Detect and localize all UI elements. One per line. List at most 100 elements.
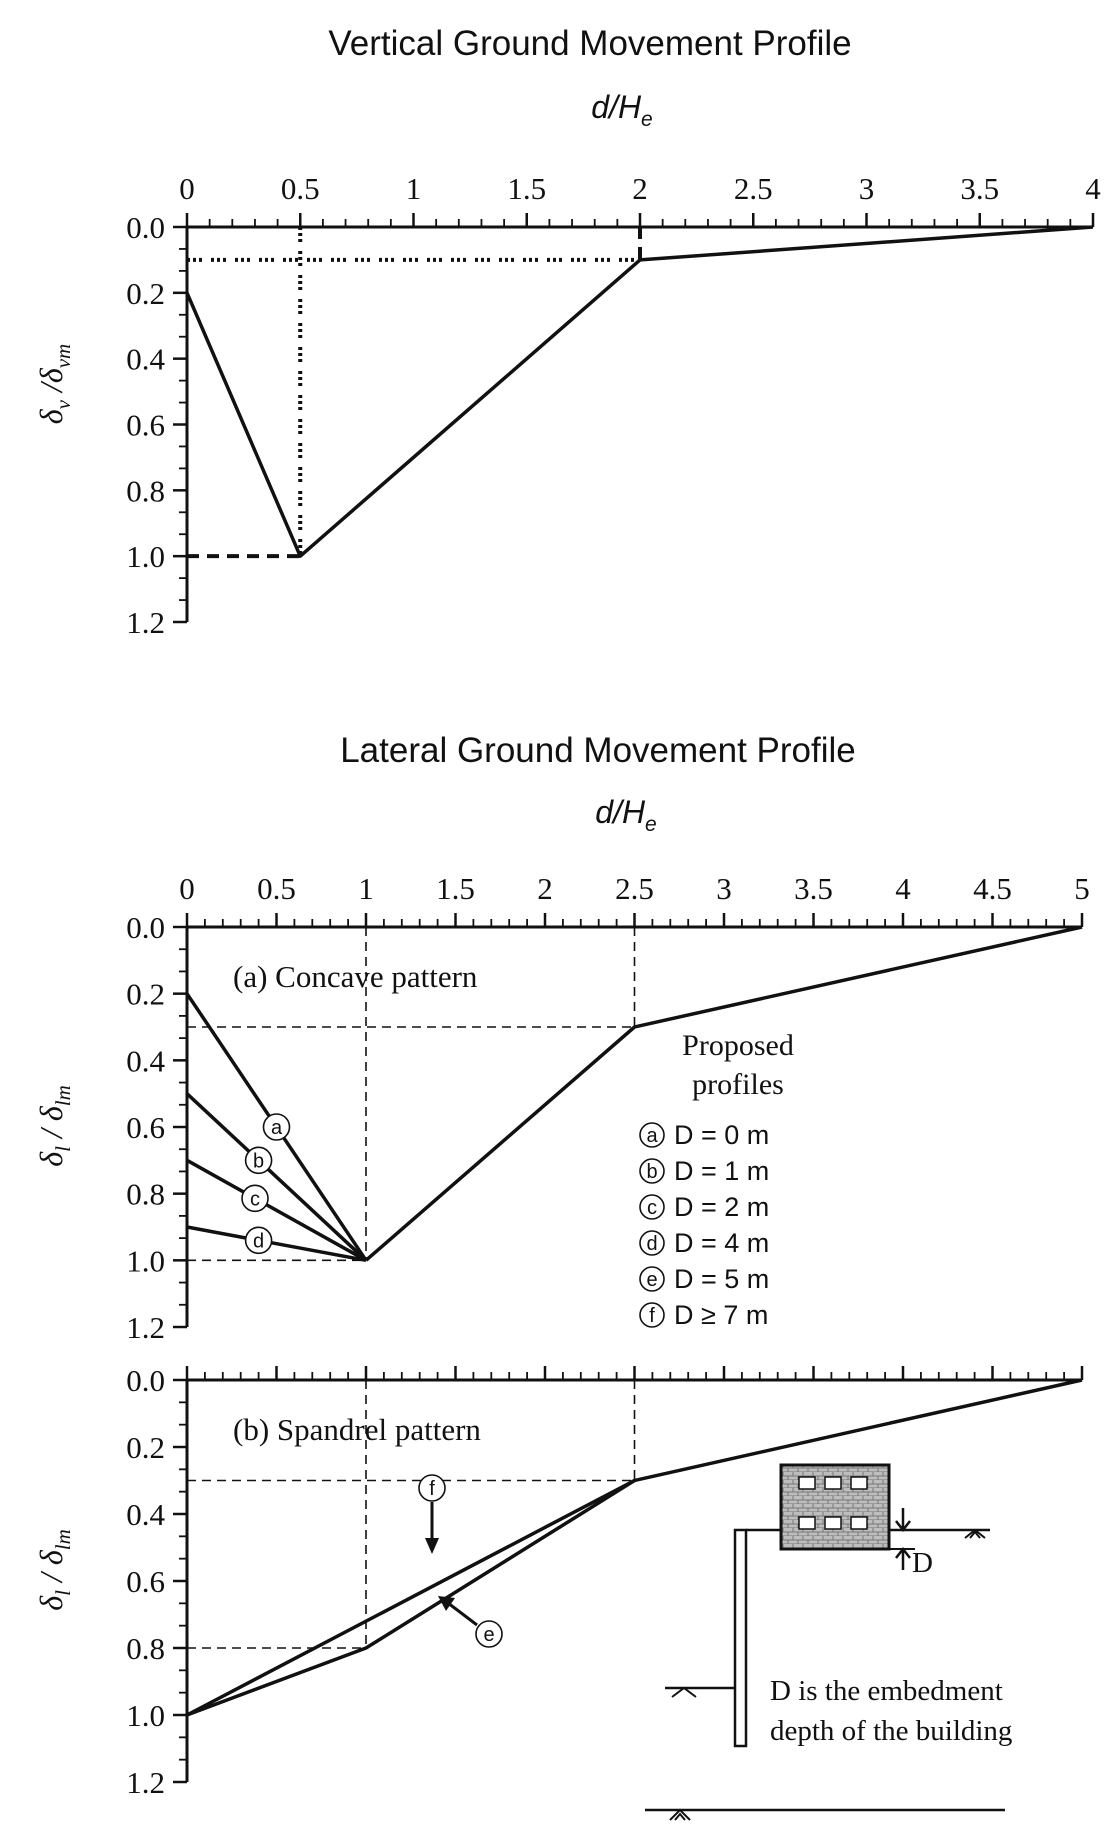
legend-marker-letter: c — [647, 1197, 657, 1219]
ground-symbol — [964, 1528, 986, 1539]
vertical-series-line — [185, 225, 1094, 558]
lateral-b-y-tick-label: 0.8 — [126, 1631, 165, 1666]
legend-marker-letter: f — [649, 1305, 655, 1327]
vertical-x-tick-label: 4 — [1085, 171, 1101, 206]
lateral-b-y-axis-label: δl / δlm — [33, 1529, 75, 1610]
legend-marker-letter: d — [646, 1233, 657, 1255]
lateral-a-series-line — [364, 925, 1083, 1262]
lateral-a-x-tick-label: 1.5 — [436, 871, 475, 906]
vertical-x-tick-label: 2.5 — [734, 171, 773, 206]
building-window — [850, 1516, 868, 1530]
embedment-label: D — [912, 1547, 933, 1579]
vertical-x-tick-label: 3 — [859, 171, 875, 206]
legend: Proposed profiles a D = 0 m b D = 1 m c D = 2… — [639, 1029, 794, 1330]
bottom-ground-symbol — [669, 1808, 691, 1821]
embedment-arrow-bottom — [895, 1546, 911, 1570]
lateral-b-y-tick-label: 0.6 — [126, 1564, 165, 1599]
legend-entry-text: D = 5 m — [674, 1264, 769, 1294]
lateral-b-series-line-e — [186, 1479, 636, 1717]
marker-e-arrow-shaft — [447, 1601, 478, 1627]
building-window — [824, 1476, 842, 1490]
vertical-x-tick-label: 0 — [179, 171, 195, 206]
series-marker-letter: d — [253, 1230, 264, 1252]
legend-marker-circle — [639, 1194, 665, 1220]
marker-e-arrowhead — [438, 1596, 455, 1611]
legend-marker-letter: b — [646, 1161, 657, 1183]
legend-marker-circle — [639, 1302, 665, 1328]
vertical-y-tick-label: 0.4 — [126, 342, 165, 377]
embedment-arrow-top — [895, 1508, 911, 1533]
lateral-a-x-tick-label: 5 — [1074, 871, 1090, 906]
lateral-a-y-tick-label: 1.0 — [126, 1243, 165, 1278]
building-window — [798, 1476, 816, 1490]
legend-title-line1: Proposed — [682, 1029, 794, 1062]
legend-title-line2: profiles — [692, 1068, 784, 1101]
inset-note-line2: depth of the building — [770, 1715, 1012, 1747]
lateral-a-x-tick-label: 2 — [537, 871, 553, 906]
lateral-b-y-tick-label: 0.0 — [126, 1363, 165, 1398]
lateral-a-series-line-c — [186, 1158, 367, 1262]
lateral-a-x-tick-label: 3.5 — [794, 871, 833, 906]
legend-entry-text: D = 2 m — [674, 1192, 769, 1222]
legend-marker-circle — [639, 1122, 665, 1148]
lateral-b-y-tick-label: 0.4 — [126, 1497, 165, 1532]
vertical-y-tick-label: 0.2 — [126, 276, 165, 311]
concave-pattern-label: (a) Concave pattern — [233, 959, 478, 994]
lateral-chart-title: Lateral Ground Movement Profile — [340, 731, 856, 770]
vertical-y-tick-label: 0.6 — [126, 408, 165, 443]
lateral-a-x-tick-label: 1 — [358, 871, 374, 906]
legend-marker-circle — [639, 1266, 665, 1292]
lateral-b-y-tick-label: 1.0 — [126, 1698, 165, 1733]
vertical-x-tick-label: 1 — [406, 171, 422, 206]
vertical-x-axis-label: d/He — [591, 89, 652, 131]
legend-entries: a D = 0 m b D = 1 m c D = 2 m d D = 4 m e D = 5 m… — [639, 1120, 769, 1330]
lateral-concave-chart: 0 0.5 1 1.5 2 2.5 3 3.5 4 4.5 5 0.0 0.2 0.4 0.6 0.8 1.0 1… — [126, 871, 1090, 1345]
lateral-a-x-tick-label: 3 — [716, 871, 732, 906]
vertical-x-tick-label: 1.5 — [507, 171, 546, 206]
lateral-a-y-axis-label: δl / δlm — [33, 1085, 75, 1166]
series-marker-letter: b — [253, 1150, 264, 1172]
building-window — [798, 1516, 816, 1530]
series-marker-circle — [241, 1184, 269, 1213]
building-window — [850, 1476, 868, 1490]
lateral-a-series-line-b — [185, 1092, 368, 1262]
vertical-y-axis-label: δv /δvm — [33, 344, 75, 424]
lateral-a-y-tick-label: 0.2 — [126, 977, 165, 1012]
legend-entry-text: D ≥ 7 m — [674, 1300, 768, 1330]
lateral-a-x-tick-label: 2.5 — [615, 871, 654, 906]
series-marker-circle — [418, 1474, 446, 1502]
series-marker-circle — [475, 1620, 503, 1648]
building-window — [824, 1516, 842, 1530]
marker-f-arrowhead — [425, 1538, 439, 1554]
lateral-a-x-tick-label: 0 — [179, 871, 195, 906]
legend-entry-text: D = 1 m — [674, 1156, 769, 1186]
legend-marker-letter: a — [646, 1125, 658, 1147]
vertical-x-tick-label: 0.5 — [281, 171, 320, 206]
lateral-a-x-tick-label: 4.5 — [973, 871, 1012, 906]
lateral-x-axis-label: d/He — [595, 794, 656, 836]
series-marker-circle — [262, 1113, 291, 1141]
building-inset: D D is the embedment depth of the buildi… — [645, 1463, 1012, 1821]
lateral-a-y-tick-label: 1.2 — [126, 1310, 165, 1345]
series-marker-circle — [244, 1146, 273, 1175]
inset-note-line1: D is the embedment — [770, 1675, 1003, 1707]
lateral-a-y-tick-label: 0.8 — [126, 1177, 165, 1212]
vertical-y-tick-label: 0.8 — [126, 473, 165, 508]
vertical-chart-title: Vertical Ground Movement Profile — [328, 24, 851, 63]
series-marker-letter: f — [429, 1478, 435, 1500]
lateral-b-y-tick-label: 1.2 — [126, 1765, 165, 1800]
vertical-x-tick-label: 2 — [632, 171, 648, 206]
legend-entry-text: D = 4 m — [674, 1228, 769, 1258]
lateral-b-y-tick-label: 0.2 — [126, 1430, 165, 1465]
vertical-y-tick-label: 1.2 — [126, 605, 165, 640]
lateral-a-x-tick-label: 4 — [895, 871, 911, 906]
legend-marker-circle — [639, 1158, 665, 1184]
lateral-a-y-tick-label: 0.6 — [126, 1110, 165, 1145]
lateral-a-y-tick-label: 0.4 — [126, 1043, 165, 1078]
lateral-a-x-tick-label: 0.5 — [257, 871, 296, 906]
series-marker-circle — [244, 1226, 273, 1255]
series-marker-letter: e — [483, 1624, 494, 1646]
lateral-a-y-tick-label: 0.0 — [126, 910, 165, 945]
legend-marker-circle — [639, 1230, 665, 1256]
series-marker-letter: a — [271, 1117, 283, 1139]
